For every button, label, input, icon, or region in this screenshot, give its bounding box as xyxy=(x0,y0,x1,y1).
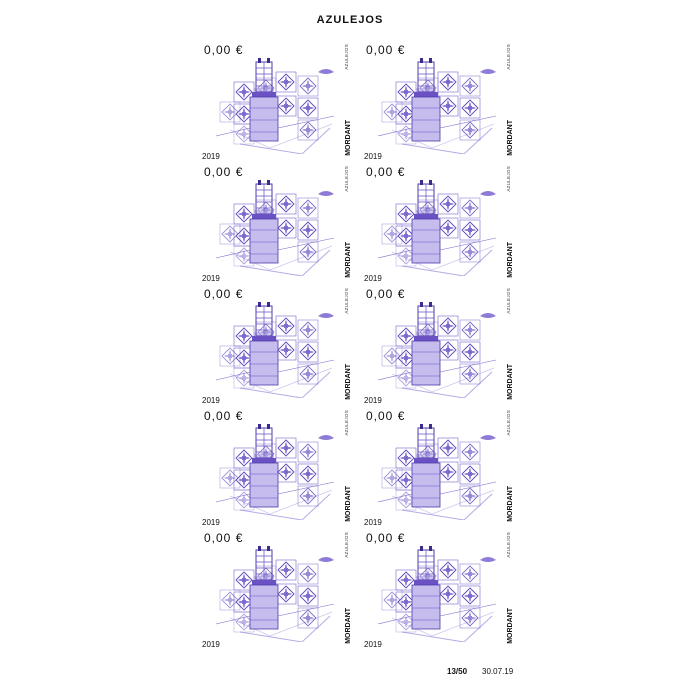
stamp-year: 2019 xyxy=(202,640,220,649)
azulejo-illustration-icon xyxy=(372,424,496,520)
sheet-title: AZULEJOS xyxy=(316,14,384,26)
stamp-year: 2019 xyxy=(364,518,382,527)
stamp: 0,00 € AZULEJOS MORDANT 2019 xyxy=(198,40,360,161)
stamp-value: 0,00 € xyxy=(204,165,244,179)
azulejo-illustration-icon xyxy=(210,58,334,154)
stamp-series-label: AZULEJOS xyxy=(344,410,349,436)
stamp-artist: MORDANT xyxy=(345,486,352,522)
stamp-year: 2019 xyxy=(364,640,382,649)
stamp: 0,00 € AZULEJOS MORDANT 2019 xyxy=(360,162,522,283)
stamp-value: 0,00 € xyxy=(366,287,406,301)
stamp-series-label: AZULEJOS xyxy=(506,288,511,314)
stamp-value: 0,00 € xyxy=(366,165,406,179)
stamp-artist: MORDANT xyxy=(345,364,352,400)
azulejo-illustration-icon xyxy=(210,546,334,642)
azulejo-illustration-icon xyxy=(210,424,334,520)
stamp-year: 2019 xyxy=(202,396,220,405)
stamp-value: 0,00 € xyxy=(366,409,406,423)
stamp: 0,00 € AZULEJOS MORDANT 2019 xyxy=(198,284,360,405)
stamp-value: 0,00 € xyxy=(366,531,406,545)
stamp-value: 0,00 € xyxy=(204,531,244,545)
stamp-artist: MORDANT xyxy=(345,120,352,156)
azulejo-illustration-icon xyxy=(210,180,334,276)
stamp-value: 0,00 € xyxy=(366,43,406,57)
azulejo-illustration-icon xyxy=(372,180,496,276)
azulejo-illustration-icon xyxy=(372,302,496,398)
stamp-year: 2019 xyxy=(364,274,382,283)
stamp-value: 0,00 € xyxy=(204,287,244,301)
stamp-artist: MORDANT xyxy=(507,486,514,522)
stamp-year: 2019 xyxy=(202,152,220,161)
stamp-value: 0,00 € xyxy=(204,409,244,423)
stamp-artist: MORDANT xyxy=(507,242,514,278)
stamp-series-label: AZULEJOS xyxy=(344,166,349,192)
stamp-value: 0,00 € xyxy=(204,43,244,57)
stamp-series-label: AZULEJOS xyxy=(344,44,349,70)
stamp-series-label: AZULEJOS xyxy=(344,532,349,558)
print-date: 30.07.19 xyxy=(482,667,514,676)
stamp: 0,00 € AZULEJOS MORDANT 2019 xyxy=(360,406,522,527)
stamp-artist: MORDANT xyxy=(345,608,352,644)
stamp-artist: MORDANT xyxy=(345,242,352,278)
stamp-year: 2019 xyxy=(202,518,220,527)
stamp-year: 2019 xyxy=(364,396,382,405)
stamp-series-label: AZULEJOS xyxy=(344,288,349,314)
stamp-artist: MORDANT xyxy=(507,120,514,156)
stamp-year: 2019 xyxy=(202,274,220,283)
stamp: 0,00 € AZULEJOS MORDANT 2019 xyxy=(198,406,360,527)
stamp-series-label: AZULEJOS xyxy=(506,532,511,558)
stamp: 0,00 € AZULEJOS MORDANT 2019 xyxy=(198,528,360,649)
stamp-artist: MORDANT xyxy=(507,364,514,400)
azulejo-illustration-icon xyxy=(372,58,496,154)
stamp: 0,00 € AZULEJOS MORDANT 2019 xyxy=(198,162,360,283)
stamp-series-label: AZULEJOS xyxy=(506,166,511,192)
sheet-number: 13/50 xyxy=(447,667,468,676)
azulejo-illustration-icon xyxy=(210,302,334,398)
stamp-series-label: AZULEJOS xyxy=(506,410,511,436)
azulejo-illustration-icon xyxy=(372,546,496,642)
stamp: 0,00 € AZULEJOS MORDANT 2019 xyxy=(360,40,522,161)
stamp-artist: MORDANT xyxy=(507,608,514,644)
stamp: 0,00 € AZULEJOS MORDANT 2019 xyxy=(360,528,522,649)
stamp-year: 2019 xyxy=(364,152,382,161)
stamp: 0,00 € AZULEJOS MORDANT 2019 xyxy=(360,284,522,405)
stamp-series-label: AZULEJOS xyxy=(506,44,511,70)
